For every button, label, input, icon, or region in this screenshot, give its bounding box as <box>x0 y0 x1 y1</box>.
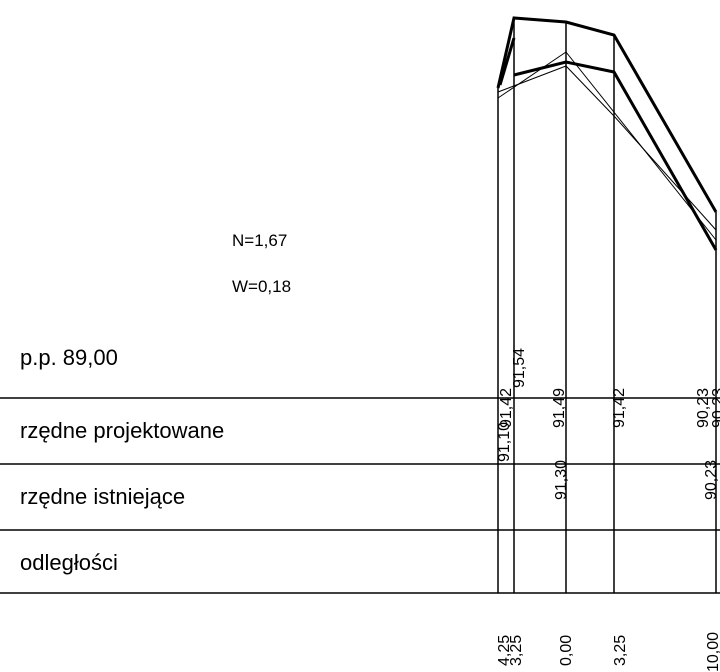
vertical-value: 91,54 <box>511 348 528 388</box>
edge-line <box>498 37 516 86</box>
thin-line <box>497 65 717 231</box>
vertical-value: 10,00 <box>705 632 720 672</box>
mid-line <box>513 60 718 251</box>
datum-label: p.p. 89,00 <box>20 345 118 370</box>
annotation: N=1,67 <box>232 231 287 250</box>
top-line <box>496 16 718 213</box>
vertical-value: 3,25 <box>612 635 629 666</box>
vertical-value: 0,00 <box>558 635 575 666</box>
row-label: odległości <box>20 550 118 575</box>
vertical-value: 91,42 <box>498 388 515 428</box>
profile-lines <box>496 16 718 593</box>
table-lines <box>0 397 720 594</box>
row-label: rzędne istniejące <box>20 484 185 509</box>
row-label: rzędne projektowane <box>20 418 224 443</box>
vertical-value: 90,23 <box>703 460 720 500</box>
vertical-value: 91,42 <box>611 388 628 428</box>
vertical-value: 90,23 <box>710 388 720 428</box>
vertical-value: 4,25 <box>496 635 513 666</box>
vertical-value: 91,49 <box>551 388 568 428</box>
vertical-value: 90,23 <box>695 388 712 428</box>
annotation: W=0,18 <box>232 277 291 296</box>
vertical-value: 91,30 <box>553 460 570 500</box>
thin-line <box>497 51 717 241</box>
vertical-value: 91,10 <box>496 422 513 462</box>
vertical-value: 3,25 <box>508 635 525 666</box>
